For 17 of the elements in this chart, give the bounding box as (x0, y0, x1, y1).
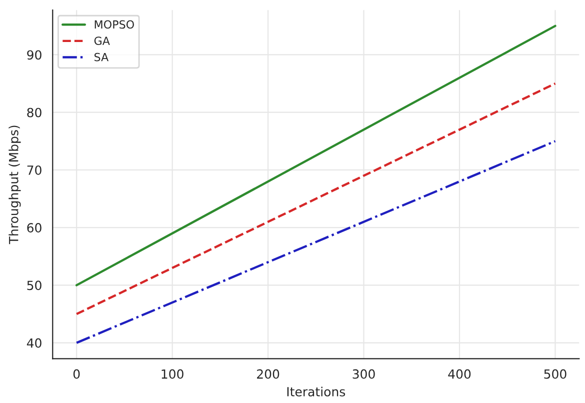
legend-label: GA (94, 36, 110, 45)
y-axis-title: Throughput (Mbps) (8, 126, 21, 244)
x-tick-label: 300 (352, 369, 375, 379)
y-tick-label: 40 (26, 338, 42, 348)
y-tick-label: 60 (27, 223, 42, 233)
legend-label: MOPSO (94, 20, 134, 29)
y-tick-label: 50 (27, 280, 42, 290)
x-tick-label: 400 (448, 369, 471, 379)
x-axis-title: Iterations (287, 386, 346, 396)
x-tick-label: 100 (162, 369, 184, 379)
y-tick-label: 80 (27, 108, 42, 118)
x-tick-label: 500 (544, 369, 566, 379)
x-tick-label: 0 (73, 369, 80, 379)
legend-label: SA (94, 52, 109, 62)
y-tick-label: 70 (27, 165, 42, 175)
y-tick-label: 90 (27, 50, 42, 60)
x-tick-label: 200 (257, 369, 280, 379)
